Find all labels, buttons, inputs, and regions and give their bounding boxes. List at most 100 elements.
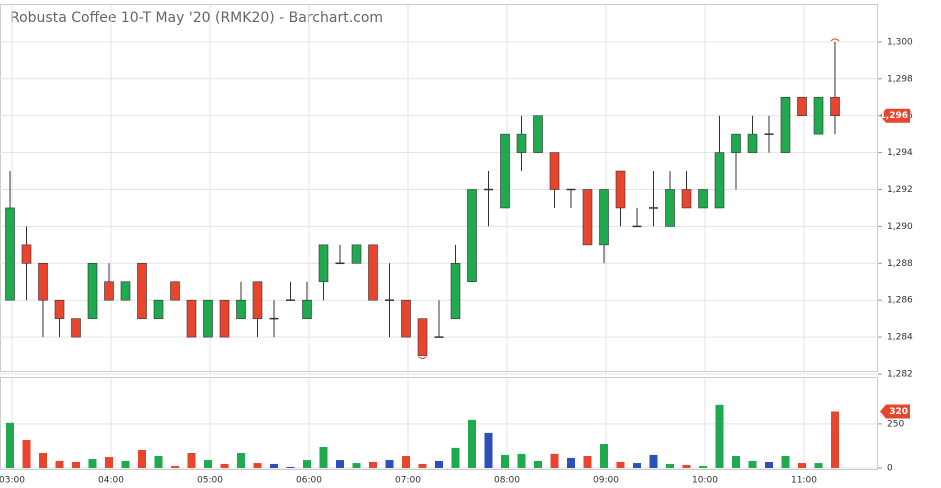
candle-body	[137, 262, 147, 319]
x-tick-label: 06:00	[296, 476, 322, 486]
candle-body	[533, 115, 543, 153]
volume-bar	[319, 447, 328, 468]
volume-bar	[154, 456, 163, 468]
volume-bar	[748, 460, 757, 468]
candle-body	[698, 189, 708, 209]
candle-body	[731, 133, 741, 153]
volume-bar	[534, 460, 542, 468]
volume-bar	[765, 462, 773, 468]
volume-bar	[138, 450, 146, 468]
y-tick-label: 1,284	[887, 333, 913, 343]
candle-body	[780, 96, 791, 153]
volume-bar	[121, 460, 130, 468]
candle-body	[38, 262, 48, 301]
volume-bar	[187, 453, 196, 468]
volume-bar	[105, 457, 113, 468]
volume-bar	[649, 454, 658, 468]
volume-bar	[6, 422, 14, 468]
candle-body	[681, 189, 692, 209]
x-tick-label: 11:00	[791, 476, 817, 486]
volume-bar	[781, 456, 790, 468]
x-tick-label: 09:00	[593, 476, 619, 486]
volume-bar	[39, 453, 47, 468]
volume-bar	[831, 411, 839, 468]
candle-body	[104, 281, 114, 301]
volume-bar	[517, 453, 526, 468]
candle-body	[368, 244, 378, 301]
candle-body	[219, 299, 230, 338]
candle-body	[71, 318, 81, 338]
volume-bar	[88, 459, 97, 468]
volume-bar	[550, 453, 559, 468]
volume-bar	[715, 404, 724, 468]
candle-body	[5, 207, 15, 301]
candle-body	[615, 170, 626, 209]
candle-body	[236, 299, 246, 319]
candle-body	[401, 299, 411, 338]
candle-body	[450, 262, 461, 319]
y-tick-label: 1,282	[887, 370, 913, 380]
y-tick-label: 1,292	[887, 185, 913, 195]
volume-bar	[682, 465, 691, 468]
candle-body	[351, 244, 362, 264]
volume-bar	[814, 463, 823, 468]
y2-tick-label: 0	[887, 464, 893, 474]
candle-body	[516, 133, 527, 153]
volume-bar	[732, 456, 740, 468]
last-volume-label: 320	[889, 407, 908, 417]
volume-bar	[22, 439, 31, 468]
volume-bar	[699, 466, 707, 468]
candle-body	[21, 244, 32, 264]
volume-bar	[352, 463, 361, 468]
low-marker	[418, 356, 427, 360]
volume-bar	[385, 460, 394, 468]
y-tick-label: 1,286	[887, 296, 913, 306]
volume-bar	[336, 460, 344, 468]
y-tick-label: 1,290	[887, 222, 913, 232]
candle-body	[54, 299, 65, 319]
y-tick-label: 1,288	[887, 259, 913, 269]
volume-bar	[616, 462, 625, 468]
volume-bar	[253, 463, 262, 468]
candle-body	[417, 318, 428, 356]
candle-body	[500, 133, 510, 209]
volume-bar	[583, 456, 592, 468]
volume-bar	[567, 457, 575, 468]
x-tick-label: 04:00	[98, 476, 124, 486]
candle-body	[549, 152, 560, 190]
candle-body	[120, 281, 131, 301]
y-tick-label: 1,300	[887, 37, 913, 47]
x-tick-label: 10:00	[692, 476, 718, 486]
chart-title: Robusta Coffee 10-T May '20 (RMK20) - Ba…	[10, 10, 383, 26]
volume-bar	[600, 444, 608, 468]
candle-body	[153, 299, 164, 319]
candle-body	[582, 189, 593, 246]
volume-bar	[633, 463, 641, 468]
volume-bar	[303, 460, 311, 468]
price-panel	[0, 4, 878, 372]
volume-bar	[666, 463, 674, 468]
y2-tick-label: 250	[887, 419, 904, 429]
candle-body	[467, 189, 477, 283]
x-tick-label: 08:00	[494, 476, 520, 486]
last-price-label: 1,296	[880, 111, 908, 121]
x-tick-label: 07:00	[395, 476, 421, 486]
candle-body	[302, 299, 312, 319]
candle-body	[203, 299, 213, 338]
x-tick-label: 05:00	[197, 476, 223, 486]
candle-body	[186, 299, 197, 338]
volume-bar	[451, 447, 460, 468]
volume-bar	[468, 419, 476, 468]
volume-bar	[435, 460, 443, 468]
candle-body	[797, 96, 807, 117]
candle-body	[318, 244, 329, 283]
candle-body	[252, 281, 263, 319]
y-tick-label: 1,294	[887, 148, 913, 158]
candle-body	[714, 152, 725, 209]
volume-bar	[72, 462, 80, 468]
volume-bar	[402, 456, 410, 468]
volume-bar	[220, 463, 229, 468]
x-tick-label: 03:00	[0, 476, 25, 486]
candle-body	[87, 262, 98, 319]
